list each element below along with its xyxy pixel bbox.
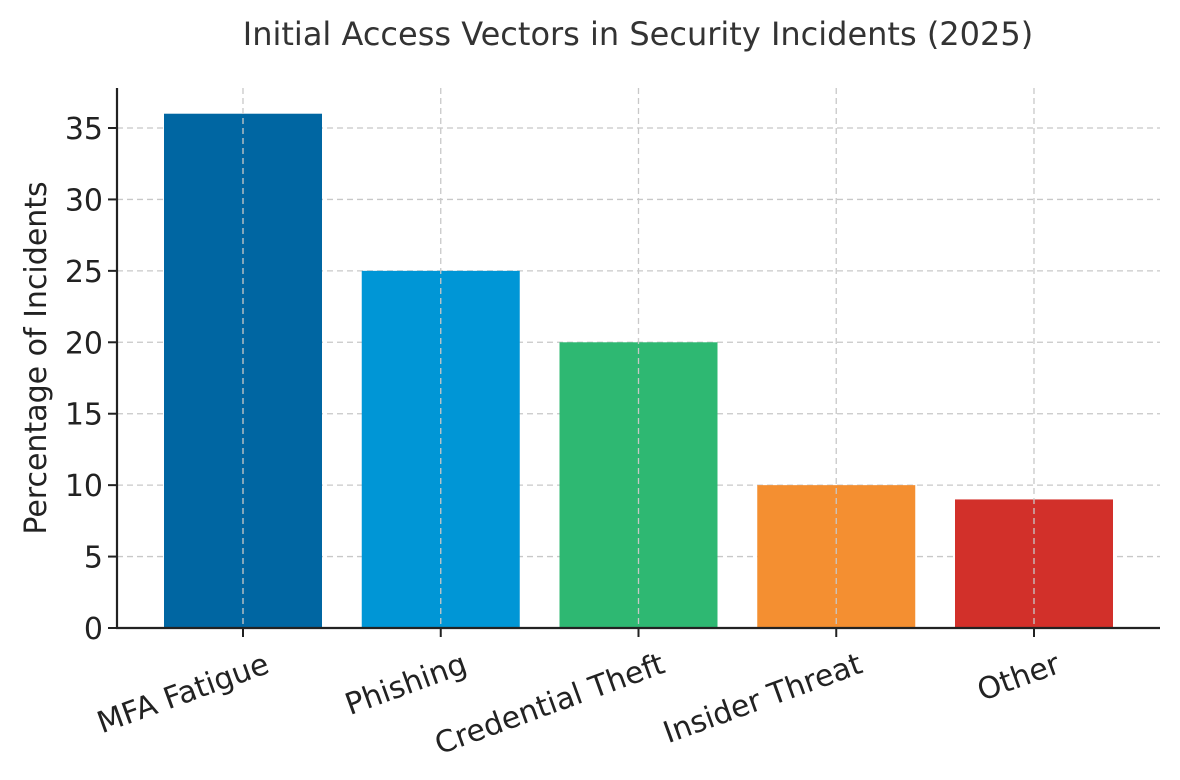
bars (164, 88, 1113, 628)
y-tick-label: 10 (65, 469, 103, 504)
x-tick-label: Insider Threat (659, 647, 867, 751)
bar (757, 485, 916, 628)
x-tick-label: Other (973, 646, 1066, 708)
y-axis-label: Percentage of Incidents (19, 181, 54, 534)
y-tick-label: 25 (65, 255, 103, 290)
y-tick-label: 15 (65, 398, 103, 433)
x-tick-label: MFA Fatigue (93, 647, 274, 741)
y-tick-label: 20 (65, 326, 103, 361)
x-tick-label: Credential Theft (430, 647, 669, 763)
y-tick-label: 35 (65, 112, 103, 147)
bar (559, 342, 718, 628)
x-tick-label: Phishing (341, 647, 472, 723)
y-tick-label: 0 (84, 612, 103, 647)
y-tick-label: 30 (65, 183, 103, 218)
y-tick-label: 5 (84, 541, 103, 576)
chart-title: Initial Access Vectors in Security Incid… (243, 15, 1033, 53)
